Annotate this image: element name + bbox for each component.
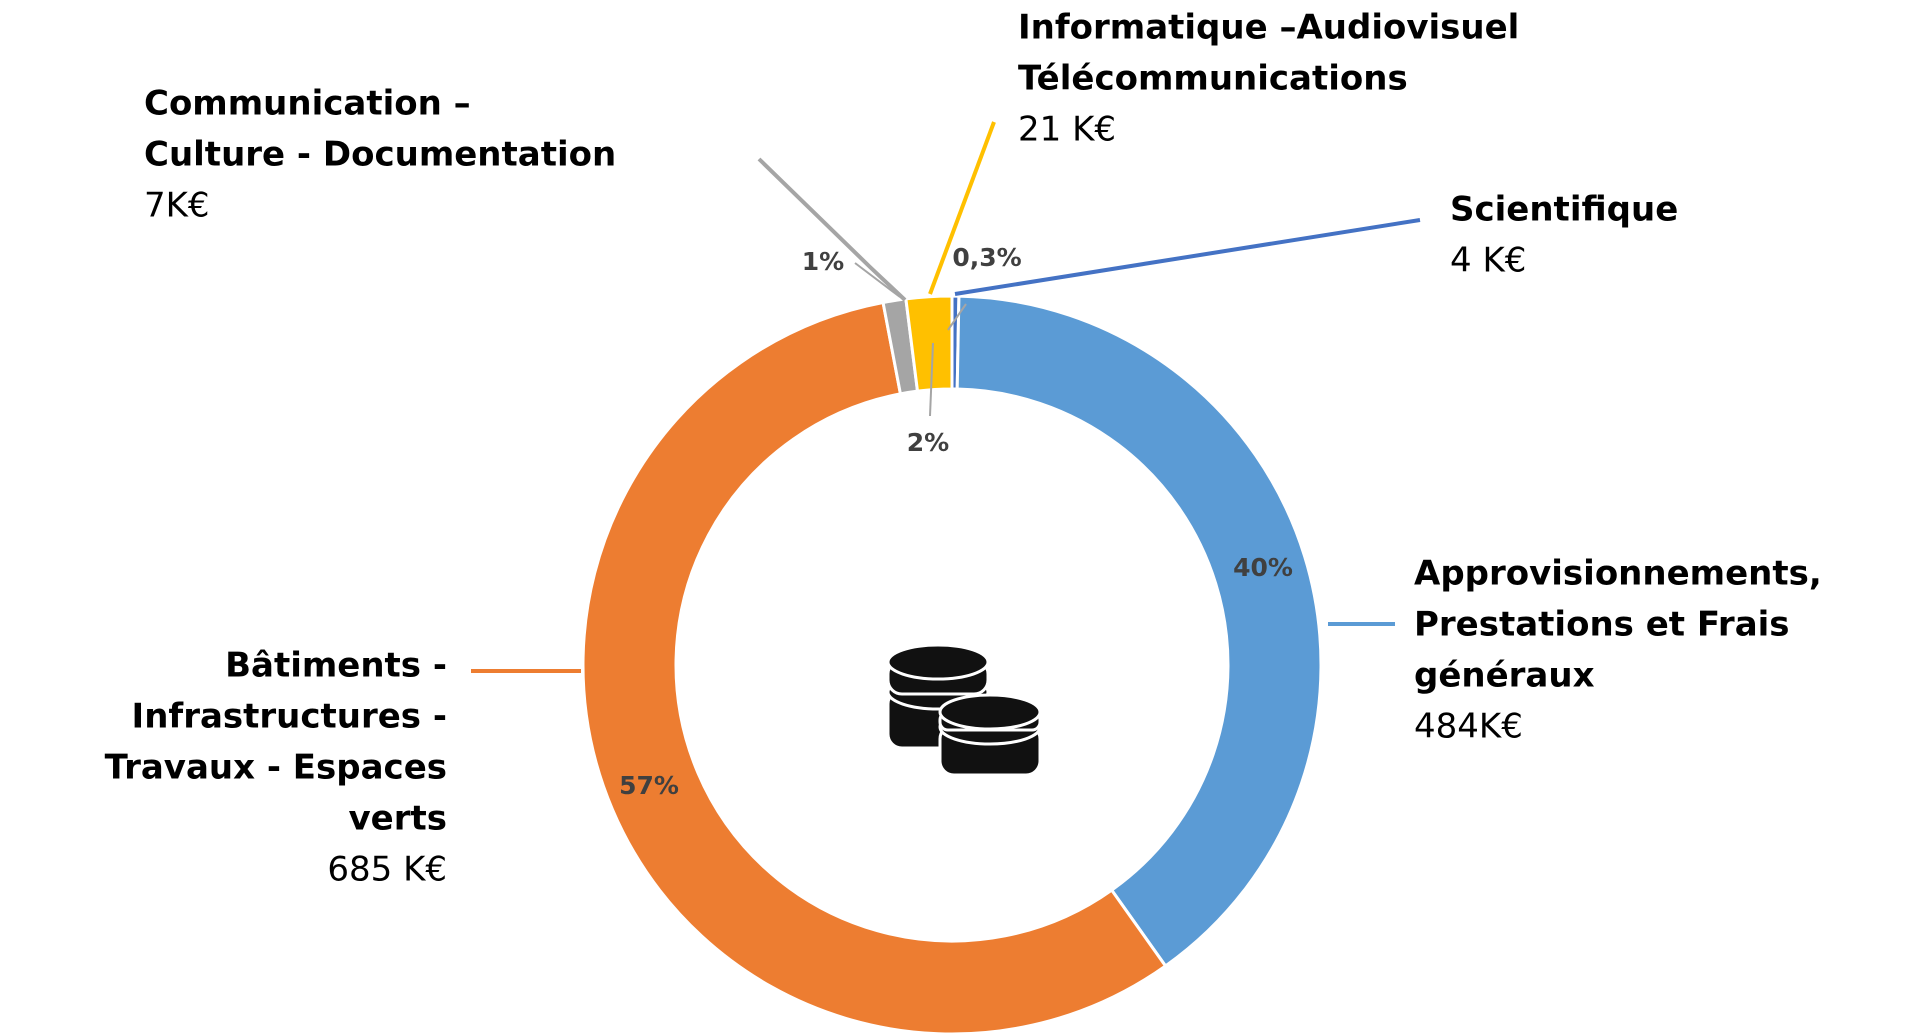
percent-label: 2% bbox=[907, 428, 949, 457]
percent-label: 1% bbox=[802, 247, 844, 276]
category-label: généraux bbox=[1414, 656, 1595, 696]
leader-line bbox=[928, 121, 996, 295]
category-label: Télécommunications bbox=[1018, 59, 1408, 99]
leader-line bbox=[954, 218, 1421, 296]
amount-label: 7K€ bbox=[144, 186, 210, 226]
donut-slice bbox=[955, 294, 1323, 969]
category-label: Prestations et Frais bbox=[1414, 605, 1790, 645]
category-label: Approvisionnements, bbox=[1414, 554, 1822, 594]
category-label: verts bbox=[349, 799, 447, 839]
amount-label: 484K€ bbox=[1414, 707, 1523, 747]
category-label: Travaux - Espaces bbox=[105, 748, 447, 788]
pct-leader bbox=[854, 262, 901, 298]
amount-label: 685 K€ bbox=[327, 850, 447, 890]
category-label: Bâtiments - bbox=[225, 646, 447, 686]
percent-label: 0,3% bbox=[952, 243, 1021, 272]
pct-leader bbox=[929, 342, 934, 417]
coins-icon bbox=[886, 643, 1042, 777]
category-label: Communication – bbox=[144, 84, 471, 124]
percent-label: 57% bbox=[619, 771, 679, 800]
leader-line bbox=[757, 157, 907, 302]
donut-slice bbox=[581, 300, 1168, 1033]
amount-label: 21 K€ bbox=[1018, 110, 1116, 150]
pct-leader bbox=[947, 303, 967, 331]
category-label: Informatique –Audiovisuel bbox=[1018, 8, 1519, 48]
category-label: Scientifique bbox=[1450, 190, 1678, 230]
percent-label: 40% bbox=[1233, 553, 1293, 582]
category-label: Infrastructures - bbox=[132, 697, 447, 737]
donut-slice bbox=[904, 294, 954, 393]
amount-label: 4 K€ bbox=[1450, 241, 1526, 281]
category-label: Culture - Documentation bbox=[144, 135, 616, 175]
